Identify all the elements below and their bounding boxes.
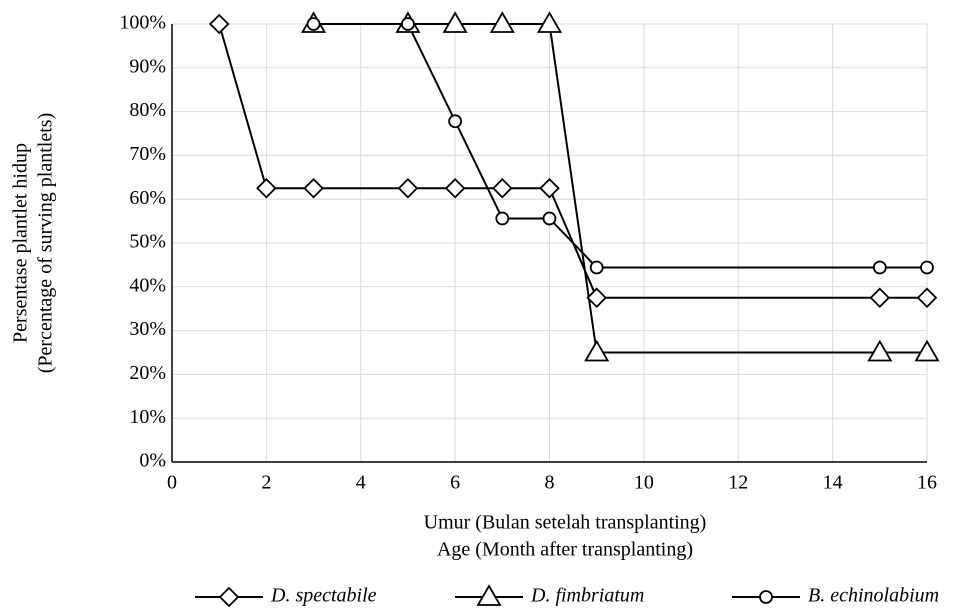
x-tick-label: 10 [634, 472, 654, 494]
y-tick-label: 40% [129, 274, 166, 296]
x-tick-label: 4 [356, 472, 366, 494]
x-tick-label: 2 [261, 472, 271, 494]
circle-marker [589, 260, 604, 275]
triangle-marker [914, 339, 940, 362]
x-tick-label: 12 [728, 472, 748, 494]
legend-label: D. fimbriatum [530, 585, 644, 607]
x-tick-label: 16 [917, 472, 937, 494]
diamond-marker [586, 287, 607, 309]
y-tick-label: 90% [129, 55, 166, 77]
y-tick-label: 10% [129, 406, 166, 428]
y-tick-label: 20% [129, 362, 166, 384]
x-tick-label: 14 [823, 472, 843, 494]
diamond-marker [303, 177, 324, 199]
y-axis-label: Persentase plantlet hidup [10, 143, 32, 343]
x-axis-label: Umur (Bulan setelah transplanting) [424, 512, 707, 534]
y-tick-label: 60% [129, 187, 166, 209]
circle-marker [872, 260, 887, 275]
x-tick-label: 6 [450, 472, 460, 494]
circle-marker [920, 260, 934, 275]
circle-marker [306, 17, 321, 31]
triangle-marker [489, 11, 515, 33]
series-line [218, 23, 927, 299]
triangle-marker [476, 584, 502, 606]
legend-label: B. echinolabium [808, 585, 939, 607]
y-tick-label: 0% [139, 450, 166, 472]
y-tick-label: 80% [129, 99, 166, 121]
x-axis-label: Age (Month after transplanting) [437, 539, 693, 561]
diamond-marker [444, 177, 466, 199]
triangle-marker [867, 339, 893, 362]
legend-label: D. spectabile [270, 585, 377, 607]
diamond-marker [869, 287, 891, 309]
x-tick-label: 8 [545, 472, 555, 494]
triangle-marker [536, 11, 563, 33]
y-axis-label: (Percentage of surving plantlets) [35, 113, 57, 373]
circle-marker [495, 211, 510, 226]
y-tick-label: 50% [129, 231, 166, 253]
diamond-marker [916, 287, 938, 309]
x-tick-label: 0 [167, 472, 177, 494]
circle-marker [542, 211, 557, 226]
triangle-marker [584, 339, 610, 362]
series-line [313, 23, 927, 269]
diamond-marker [218, 586, 240, 608]
diamond-marker [256, 177, 277, 199]
circle-marker [401, 17, 415, 31]
circle-marker [448, 114, 463, 129]
diamond-marker [492, 177, 513, 199]
series-line [313, 23, 927, 354]
y-tick-label: 70% [129, 143, 166, 165]
diamond-marker [208, 13, 230, 35]
y-tick-label: 30% [129, 318, 166, 340]
y-tick-label: 100% [119, 12, 166, 34]
diamond-marker [539, 177, 560, 199]
triangle-marker [442, 11, 468, 33]
circle-marker [759, 590, 773, 604]
diamond-marker [397, 177, 419, 199]
